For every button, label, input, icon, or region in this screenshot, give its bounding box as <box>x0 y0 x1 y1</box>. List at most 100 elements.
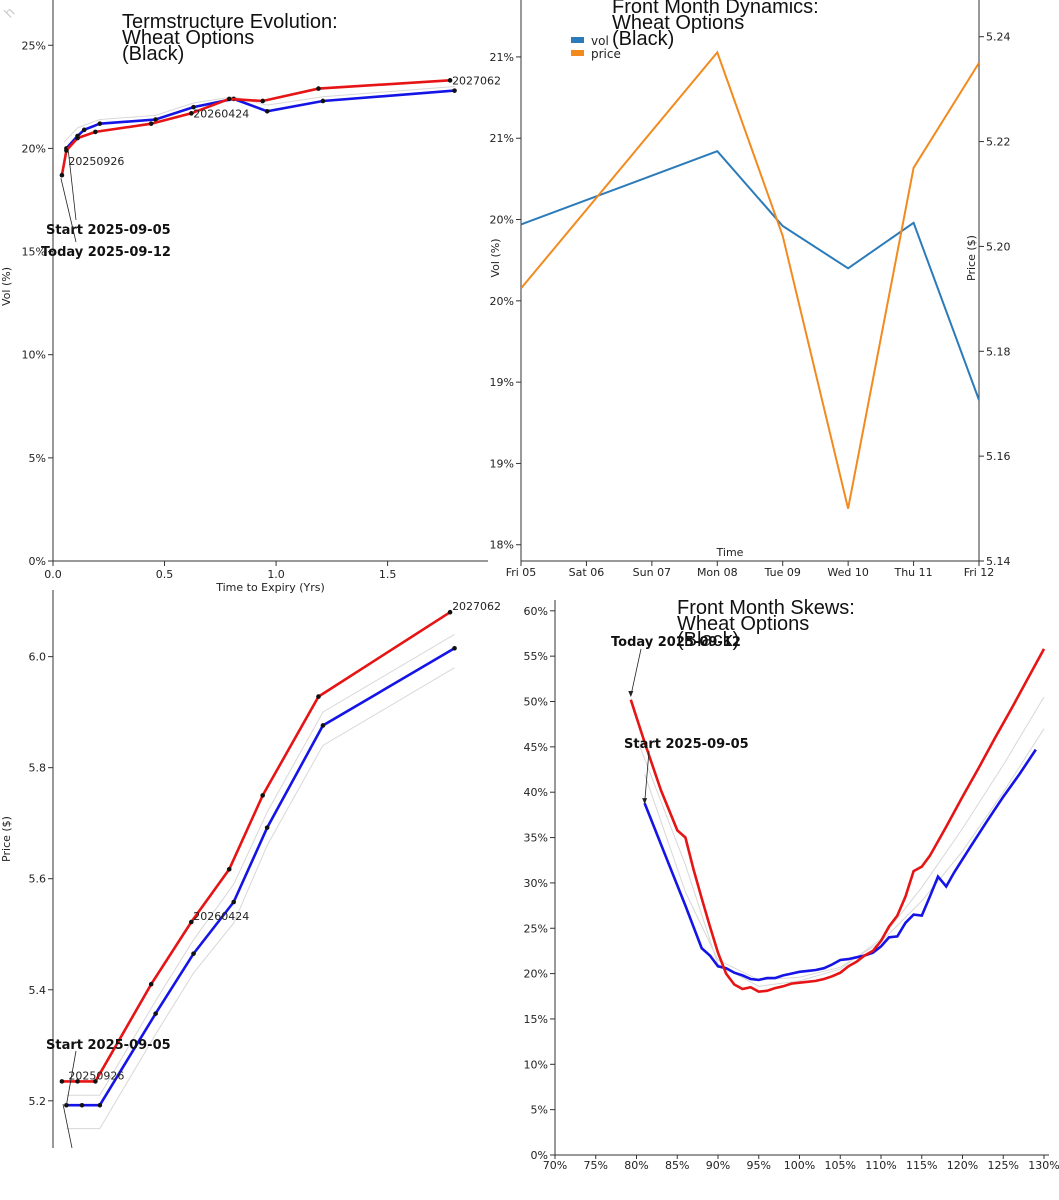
front-dyn-x-label: Time <box>716 546 744 559</box>
ts-price-annotation-arrow <box>65 1050 77 1106</box>
ts-price-point <box>231 899 236 905</box>
ts-vol-annotation: Start 2025-09-05 <box>46 223 171 238</box>
front-dyn-legend-swatch <box>571 37 584 43</box>
skew-x-tick-label: 75% <box>584 1159 608 1172</box>
skew-x-tick-label: 85% <box>665 1159 689 1172</box>
ts-price-series-start <box>66 647 456 1107</box>
skew-x-tick-label: 130% <box>1028 1159 1059 1172</box>
ts-vol-y-label: Vol (%) <box>0 267 13 306</box>
ts-price-point <box>264 825 270 830</box>
ts-price-point-label: 20250926 <box>68 1069 124 1082</box>
ts-vol-series-start <box>65 89 455 150</box>
ts-price-point <box>153 1011 158 1016</box>
skew-series-start <box>643 748 1037 982</box>
ts-price-y-tick-label: 5.6 <box>29 873 47 886</box>
front-dyn-title-line: Front Month Dynamics: <box>612 0 819 18</box>
ts-price-point <box>316 694 321 699</box>
skew-y-tick-label: 45% <box>524 741 548 754</box>
skew-y-tick-label: 60% <box>524 605 548 618</box>
ts-vol-point <box>64 148 69 153</box>
skew-y-tick-label: 25% <box>524 922 548 935</box>
front-dyn-x-tick-label: Sun 07 <box>633 566 671 579</box>
skew-y-tick-label: 50% <box>524 696 548 709</box>
skew-y-tick-label: 15% <box>524 1013 548 1026</box>
front-dyn-y-tick-label: 19% <box>490 376 514 389</box>
ts-vol-point <box>189 111 194 116</box>
ts-price-point <box>260 793 265 798</box>
ts-price-y-tick-label: 5.2 <box>29 1095 47 1108</box>
ts-price-point <box>189 919 194 925</box>
skew-x-tick-label: 90% <box>706 1159 730 1172</box>
skew-annotation-arrow <box>630 648 642 697</box>
front-dyn-y-tick-label-right: 5.22 <box>986 136 1011 149</box>
ts-price-annotation: Start 2025-09-05 <box>46 1038 171 1053</box>
ts-vol-point <box>320 98 326 104</box>
ts-vol-y-tick-label: 0% <box>29 555 46 568</box>
skew-title-line: Wheat Options <box>677 613 809 635</box>
ts-vol-x-label: Time to Expiry (Yrs) <box>215 581 325 594</box>
front-dyn-x-tick-label: Fri 12 <box>964 566 995 579</box>
ts-vol-annotation-arrow <box>67 151 77 221</box>
ts-price-y-tick-label: 6.0 <box>29 651 47 664</box>
ts-vol-point <box>75 135 80 141</box>
ts-vol-point <box>81 127 87 133</box>
skew-x-tick-label: 100% <box>784 1159 815 1172</box>
ts-vol-point <box>260 98 265 104</box>
skew-x-tick-label: 80% <box>624 1159 648 1172</box>
front-dyn-y-tick-label: 21% <box>490 132 514 145</box>
front-dyn-y-tick-label: 20% <box>490 214 514 227</box>
skew-annotation: Start 2025-09-05 <box>624 737 749 752</box>
front-dyn-y-label: Vol (%) <box>489 239 502 278</box>
ts-vol-annotation-arrow <box>60 178 77 243</box>
front-dyn-x-tick-label: Fri 05 <box>506 566 537 579</box>
ts-price-y-tick-label: 5.4 <box>29 984 47 997</box>
ts-vol-y-tick-label: 20% <box>22 142 46 155</box>
skew-chart: 0% 5% 10% 15% 20% 25% 30% 35% 40% 45% 50% 55% 60% 70%… <box>524 600 1059 1172</box>
ts-vol-series-today <box>60 79 451 176</box>
ts-vol-point-label: 20250926 <box>68 155 124 168</box>
front-dyn-legend-swatch <box>571 50 584 56</box>
ts-vol-annotation: Today 2025-09-12 <box>41 245 171 260</box>
skew-x-tick-label: 120% <box>947 1159 978 1172</box>
ts-price-series-today <box>61 611 451 1083</box>
skew-annotation-arrowhead <box>628 691 634 698</box>
ts-price-point <box>148 981 154 987</box>
ts-vol-point-label: 2027062 <box>452 74 501 87</box>
skew-x-tick-label: 105% <box>825 1159 856 1172</box>
front-dyn-series-price <box>521 50 979 509</box>
ts-price-point-label: 2027062 <box>452 600 501 613</box>
ts-price-point <box>320 723 326 728</box>
ts-price-point <box>75 1079 80 1084</box>
skew-annotation-arrow <box>644 750 650 804</box>
skew-title-line: (Black) <box>677 629 739 651</box>
skew-ghost-line <box>644 728 1045 981</box>
ts-price-point <box>226 866 232 872</box>
skew-y-tick-label: 0% <box>531 1149 548 1162</box>
front-dyn-x-tick-label: Sat 06 <box>569 566 605 579</box>
skew-ghost-line <box>636 696 1045 987</box>
skew-annotation: Today 2025-09-12 <box>611 635 741 650</box>
ts-price-y-label: Price ($) <box>0 816 13 862</box>
ts-vol-point <box>59 172 65 178</box>
front-dyn-title-line: Wheat Options <box>612 12 744 34</box>
front-dyn-y-tick-label-right: 5.16 <box>986 450 1011 463</box>
front-dyn-y-tick-label-right: 5.14 <box>986 555 1011 568</box>
ts-price-point <box>79 1102 85 1108</box>
ts-vol-point <box>316 86 321 91</box>
ts-vol-y-tick-label: 10% <box>22 349 46 362</box>
ts-vol-title-line: Termstructure Evolution: <box>122 11 338 33</box>
ts-price-point <box>97 1102 103 1108</box>
ts-price-y-tick-label: 5.8 <box>29 762 47 775</box>
skew-y-tick-label: 10% <box>524 1058 548 1071</box>
ts-vol-point <box>97 121 103 126</box>
skew-x-tick-label: 70% <box>543 1159 567 1172</box>
skew-y-tick-label: 30% <box>524 877 548 890</box>
front-dyn-y-tick-label: 18% <box>490 539 514 552</box>
front-dyn-title-line: (Black) <box>612 28 674 50</box>
front-dyn-legend-label: price <box>591 47 621 61</box>
ts-vol-point <box>191 104 196 110</box>
ts-vol-x-tick-label: 1.5 <box>379 568 397 581</box>
skew-annotation-arrowhead <box>642 798 648 805</box>
skew-title-line: Front Month Skews: <box>677 597 855 619</box>
ts-price-point <box>191 951 196 956</box>
